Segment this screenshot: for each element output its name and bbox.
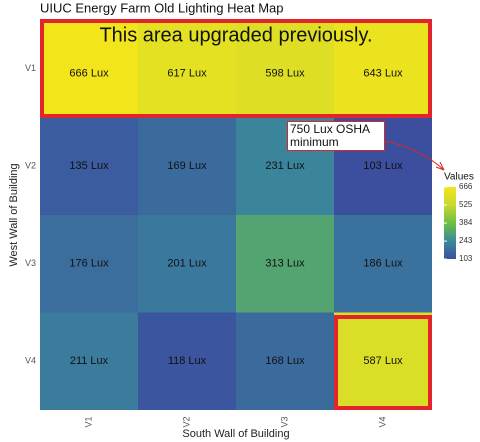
heat-cell xyxy=(40,215,138,313)
cell-label: 118 Lux xyxy=(168,355,207,367)
heat-cell xyxy=(138,117,236,215)
cell-label: 168 Lux xyxy=(265,355,305,367)
cell-label: 313 Lux xyxy=(265,258,305,270)
cell-label: 643 Lux xyxy=(363,68,403,80)
cell-label: 231 Lux xyxy=(265,160,305,172)
cell-label: 211 Lux xyxy=(70,355,109,367)
heat-cell xyxy=(40,20,138,118)
heat-cell xyxy=(40,117,138,215)
x-tick-label: V1 xyxy=(83,416,93,427)
highlight-box xyxy=(334,315,432,410)
heat-cell xyxy=(40,312,138,410)
heat-cell xyxy=(138,215,236,313)
colorbar-tick-label: 243 xyxy=(459,236,473,245)
cell-label: 176 Lux xyxy=(69,258,109,270)
chart-title: UIUC Energy Farm Old Lighting Heat Map xyxy=(40,0,283,15)
cell-label: 617 Lux xyxy=(167,68,207,80)
cell-label: 201 Lux xyxy=(167,258,207,270)
x-tick-label: V2 xyxy=(181,416,191,427)
cell-label: 186 Lux xyxy=(363,258,403,270)
heat-cell xyxy=(236,312,334,410)
y-tick-label: V1 xyxy=(25,63,36,73)
heat-cell xyxy=(236,215,334,313)
heat-cell xyxy=(334,20,432,118)
heat-cell xyxy=(138,312,236,410)
heat-cell xyxy=(334,215,432,313)
y-tick-label: V2 xyxy=(25,161,36,171)
x-tick-label: V4 xyxy=(377,416,387,427)
cell-label: 169 Lux xyxy=(167,160,207,172)
x-axis-title: South Wall of Building xyxy=(182,428,289,440)
colorbar-tick-label: 525 xyxy=(459,200,473,209)
heat-cell xyxy=(138,20,236,118)
y-axis-title: West Wall of Building xyxy=(8,163,20,266)
y-tick-label: V4 xyxy=(25,356,36,366)
colorbar-tick-label: 384 xyxy=(459,218,473,227)
heat-cell xyxy=(334,312,432,410)
heat-cell xyxy=(236,20,334,118)
colorbar-tick-label: 666 xyxy=(459,182,473,191)
legend-title: Values xyxy=(444,172,474,183)
highlight-box xyxy=(40,19,432,118)
colorbar-tick-label: 103 xyxy=(459,254,473,263)
arrow xyxy=(380,139,445,171)
cell-label: 598 Lux xyxy=(265,68,305,80)
cell-label: 103 Lux xyxy=(363,160,403,172)
cell-label: 135 Lux xyxy=(69,160,109,172)
x-tick-label: V3 xyxy=(279,416,289,427)
arrow-head xyxy=(435,161,445,171)
annotation-box: 750 Lux OSHA minimum xyxy=(287,121,385,151)
cell-label: 666 Lux xyxy=(69,68,109,80)
cell-label: 587 Lux xyxy=(363,355,403,367)
annotation: This area upgraded previously. xyxy=(99,24,372,46)
y-tick-label: V3 xyxy=(25,258,36,268)
